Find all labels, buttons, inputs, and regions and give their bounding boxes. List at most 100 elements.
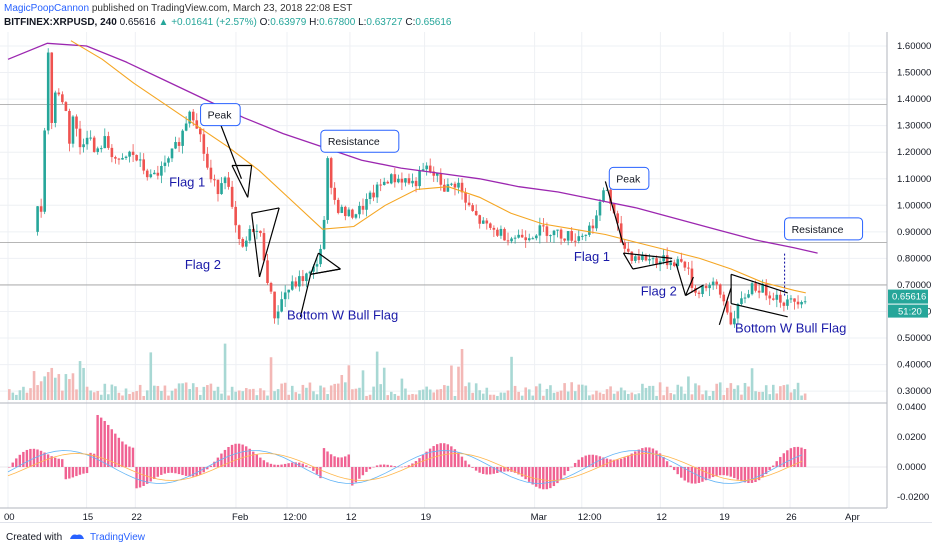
candle-body: [351, 209, 354, 218]
macd-bar: [138, 467, 142, 488]
macd-bar: [570, 466, 573, 468]
volume-bar: [386, 395, 390, 400]
volume-bar: [202, 386, 206, 400]
macd-bar: [754, 467, 757, 483]
macd-bar: [181, 467, 184, 476]
macd-bar: [53, 457, 57, 467]
volume-bar: [687, 376, 690, 400]
candle-body: [280, 299, 283, 312]
annotations: Flag 1 Flag 2 Bottom W Bull Flag Flag 1 Flag…: [169, 175, 846, 336]
volume-bar: [230, 386, 234, 400]
volume-bar: [793, 389, 796, 400]
macd-bar: [227, 446, 230, 467]
candle-body: [637, 256, 641, 260]
volume-bar: [676, 384, 680, 400]
candle-body: [704, 285, 708, 289]
macd-bar: [549, 467, 552, 489]
high-label: H:: [309, 17, 320, 28]
candle-body: [474, 210, 478, 216]
candle-body: [107, 136, 110, 148]
volume-bar: [457, 366, 460, 400]
macd-line: [7, 450, 803, 484]
footer: Created with TradingView: [0, 522, 932, 551]
candle-body: [354, 214, 358, 218]
candle-body: [389, 174, 393, 184]
tradingview-link[interactable]: TradingView: [90, 532, 146, 543]
candle-body: [184, 123, 188, 131]
candle-body: [92, 137, 96, 152]
volume-bar: [25, 392, 29, 400]
candle-body: [61, 94, 64, 103]
candle-body: [527, 238, 531, 241]
macd-bar: [163, 467, 167, 474]
candle-body: [609, 189, 612, 204]
volume-bar: [531, 395, 535, 400]
candle-body: [789, 298, 793, 300]
volume-bar: [110, 384, 114, 400]
macd-bar: [690, 467, 694, 484]
macd-bar: [750, 467, 754, 483]
macd-bar: [336, 457, 340, 467]
macd-bar: [474, 467, 478, 471]
macd-bar: [68, 467, 71, 479]
volume-bar: [651, 385, 655, 400]
candle-body: [718, 284, 722, 295]
macd-bar: [782, 453, 786, 467]
macd-bar: [82, 467, 85, 474]
candle-body: [757, 290, 761, 293]
volume-bar: [496, 395, 499, 400]
macd-bar: [655, 450, 658, 467]
candle-body: [453, 183, 457, 188]
price-axis[interactable]: 1.60000 1.50000 1.40000 1.30000 1.20000 1.100…: [888, 41, 931, 397]
macd-bar: [803, 449, 807, 467]
macd-bar: [718, 467, 722, 476]
candle-body: [672, 262, 676, 267]
macd-bar: [389, 465, 393, 467]
candle-body: [715, 281, 718, 285]
volume-bar: [775, 393, 779, 400]
macd-bar: [170, 467, 174, 473]
volume-bar: [312, 391, 315, 400]
price-chart[interactable]: Flag 1 Flag 2 Bottom W Bull Flag Flag 1 Flag…: [0, 0, 932, 522]
candle-body: [517, 234, 520, 238]
candle-body: [421, 169, 425, 172]
candle-body: [471, 205, 474, 211]
time-tick-label: 12: [346, 512, 357, 522]
candle-body: [499, 228, 503, 236]
macd-bar: [273, 464, 276, 467]
macd-bar: [711, 467, 715, 478]
volume-bar: [439, 389, 443, 400]
candle-body: [202, 134, 206, 154]
volume-bar: [743, 382, 747, 400]
volume-bar: [160, 390, 163, 400]
price-tick-label: 1.00000: [897, 200, 931, 211]
macd-bar: [368, 467, 372, 470]
macd-bar: [322, 448, 326, 467]
author-link[interactable]: MagicPoopCannon: [4, 3, 90, 14]
macd-bar: [358, 467, 361, 479]
candle-body: [591, 225, 595, 229]
macd-bar: [22, 451, 25, 467]
macd-bar: [588, 454, 591, 467]
candle-body: [142, 159, 146, 171]
time-axis[interactable]: 00 15 22 Feb 12:00 12 19 Mar 12:00 12 19 26 Apr: [4, 512, 860, 522]
volume-bar: [71, 373, 75, 400]
volume-bar: [510, 356, 513, 400]
candle-body: [768, 295, 772, 299]
candle-body: [50, 52, 54, 123]
volume-bar: [492, 394, 496, 400]
price-tick-label: 0.40000: [897, 360, 931, 371]
candle-body: [312, 266, 315, 272]
volume-bar: [255, 395, 259, 400]
volume-bar: [736, 385, 740, 400]
callout-box: [784, 217, 864, 241]
candle-body: [333, 187, 337, 200]
volume-bar: [789, 392, 793, 400]
candle-body: [771, 298, 775, 300]
volume-bar: [418, 390, 421, 400]
candle-body: [524, 237, 528, 241]
volume-bar: [549, 385, 552, 400]
macd-bar: [446, 444, 449, 467]
macd-bar: [78, 467, 82, 475]
volume-bar: [290, 385, 294, 400]
